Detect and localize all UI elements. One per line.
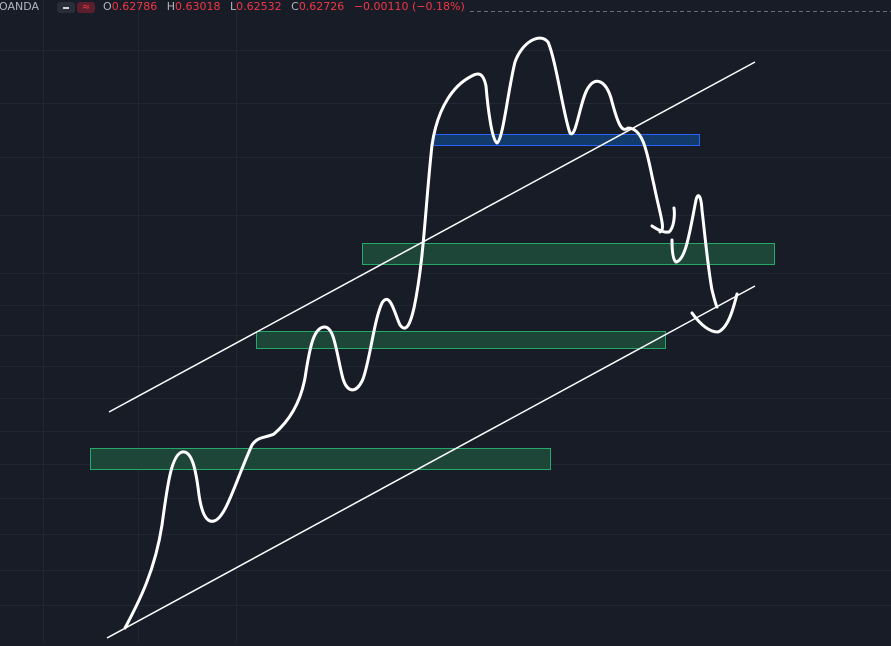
close-value: 0.62726 <box>298 0 345 13</box>
minus-icon[interactable] <box>57 1 76 13</box>
wave-icon[interactable]: ≈ <box>77 1 96 13</box>
demand-zone-1[interactable] <box>90 448 551 470</box>
price-path-drawing[interactable] <box>123 36 664 630</box>
close-key: C <box>291 0 299 13</box>
channel-upper-line[interactable] <box>108 61 756 413</box>
arrow-head-2 <box>690 292 739 334</box>
open-key: O <box>103 0 112 13</box>
price-path-continuation[interactable] <box>670 194 719 309</box>
open-value: 0.62786 <box>111 0 158 13</box>
demand-zone-2[interactable] <box>256 331 666 349</box>
symbol-legend: OANDA ≈ O0.62786 H0.63018 L0.62532 C0.62… <box>0 0 471 14</box>
low-value: 0.62532 <box>236 0 282 13</box>
broker-name[interactable]: OANDA <box>0 0 40 13</box>
high-value: 0.63018 <box>174 0 221 13</box>
low-key: L <box>229 0 237 13</box>
high-key: H <box>166 0 175 13</box>
supply-zone[interactable] <box>433 134 700 146</box>
channel-lower-line[interactable] <box>106 285 756 639</box>
change-value: −0.00110 (−0.18%) <box>353 0 465 13</box>
arrow-head-1 <box>650 206 676 234</box>
ohlc-values: O0.62786 H0.63018 L0.62532 C0.62726 −0.0… <box>103 0 471 14</box>
